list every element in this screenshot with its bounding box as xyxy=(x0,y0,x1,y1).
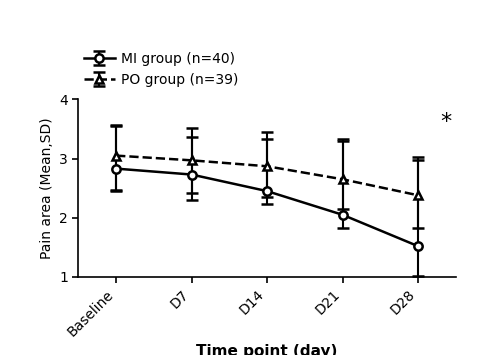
Y-axis label: Pain area (Mean,SD): Pain area (Mean,SD) xyxy=(40,118,53,259)
X-axis label: Time point (day): Time point (day) xyxy=(196,344,338,355)
Legend: MI group (n=40), PO group (n=39): MI group (n=40), PO group (n=39) xyxy=(78,46,245,92)
Text: *: * xyxy=(441,112,452,132)
